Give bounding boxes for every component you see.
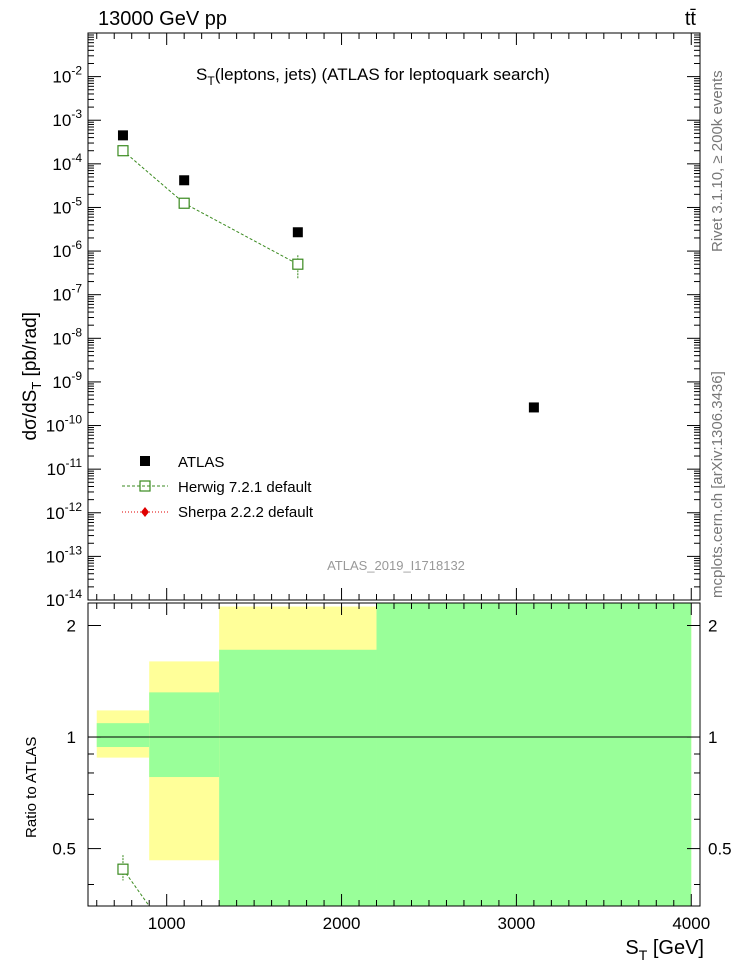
header-left: 13000 GeV pp [98,8,227,30]
ratio-y-tick-label-left: 1 [67,728,76,747]
main-y-tick-label: 10-3 [52,107,82,130]
main-y-tick-label: 10-12 [46,500,83,523]
main-y-tick-label-base: 10 [52,286,71,305]
main-y-tick-label-base: 10 [46,547,65,566]
ratio-y-tick-label-right: 0.5 [708,840,732,859]
x-axis-label-main: S [625,937,638,959]
plot-title-rest: (leptons, jets) (ATLAS for leptoquark se… [215,65,550,84]
x-axis-label-sub: T [639,947,648,963]
main-y-tick-label-base: 10 [46,417,65,436]
main-y-label: dσ/dST [pb/rad] [20,312,44,440]
ratio-y-tick-label-left: 2 [67,616,76,635]
herwig-ratio-point [117,863,129,875]
main-y-tick-label-base: 10 [52,155,71,174]
legend-herwig-marker [139,480,151,492]
ratio-green-band-0 [96,723,150,748]
main-y-tick-label-exp: -9 [71,369,82,383]
x-tick-label: 2000 [323,914,361,933]
main-y-tick-label-base: 10 [52,198,71,217]
main-y-tick-label: 10-5 [52,194,82,217]
legend-sherpa-label: Sherpa 2.2.2 default [178,504,314,521]
main-y-tick-label-base: 10 [52,329,71,348]
herwig-point [178,197,190,209]
main-y-tick-label-base: 10 [52,68,71,87]
main-y-tick-label-base: 10 [52,111,71,130]
main-y-label-pre: dσ/dS [20,390,41,441]
legend-atlas-label: ATLAS [178,454,224,471]
main-y-tick-label-exp: -7 [71,282,82,296]
main-y-tick-label-exp: -11 [66,456,83,470]
main-y-tick-label-exp: -2 [71,64,82,78]
main-y-tick-label-exp: -13 [65,543,83,557]
main-plot: 10-1410-1310-1210-1110-1010-910-810-710-… [46,32,701,610]
ratio-y-tick-label-right: 2 [708,616,717,635]
main-y-tick-label-exp: -6 [71,238,82,252]
ratio-y-label: Ratio to ATLAS [23,737,40,838]
main-y-tick-label: 10-8 [52,325,82,348]
legend-sherpa-marker [141,507,149,517]
legend: ATLAS Herwig 7.2.1 default Sherpa 2.2.2 … [122,454,314,521]
ratio-green-band-3 [376,603,692,906]
main-y-tick-label-base: 10 [52,242,71,261]
x-tick-label: 3000 [497,914,535,933]
ratio-green-band-1 [149,692,220,778]
main-y-tick-label: 10-11 [47,456,83,479]
plot-title-sub: T [207,74,215,88]
main-y-tick-label: 10-2 [52,64,82,87]
atlas-point [117,130,128,141]
mcplots-label: mcplots.cern.ch [arXiv:1306.3436] [709,371,726,598]
main-y-label-sub: T [29,382,44,390]
atlas-point [292,227,303,238]
main-y-tick-label-exp: -4 [71,151,82,165]
main-y-tick-label: 10-7 [52,282,82,305]
atlas-point [528,402,539,413]
x-tick-label: 1000 [148,914,186,933]
main-y-tick-label-exp: -3 [71,107,82,121]
main-y-tick-label-exp: -5 [71,194,82,208]
main-y-tick-label-exp: -12 [65,500,83,514]
rivet-label: Rivet 3.1.10, ≥ 200k events [709,70,726,252]
x-axis-label-post: [GeV] [647,937,704,959]
main-y-tick-label-exp: -10 [65,413,83,427]
ratio-y-tick-label-left: 0.5 [52,840,76,859]
main-y-tick-label: 10-6 [52,238,82,261]
main-y-tick-label-base: 10 [46,591,65,610]
main-y-tick-label-base: 10 [52,373,71,392]
plot-title-main: S [196,65,207,84]
herwig-ratio-line [122,868,150,907]
legend-atlas-marker [140,456,150,466]
header-right: tt̄ [685,8,697,30]
main-y-tick-label-exp: -14 [65,587,83,601]
main-y-tick-label: 10-14 [46,587,83,610]
ratio-bands [96,603,692,906]
legend-herwig-label: Herwig 7.2.1 default [178,479,312,496]
x-tick-label: 4000 [672,914,710,933]
main-y-tick-label: 10-9 [52,369,82,392]
atlas-point [179,175,190,186]
ratio-plot: 0.5 0.5 1 1 2 2 1000 2000 3000 4000 [52,602,732,933]
plot-title: ST(leptons, jets) (ATLAS for leptoquark … [196,65,550,88]
main-y-tick-label-base: 10 [47,460,66,479]
main-y-tick-label: 10-13 [46,543,83,566]
ratio-green-band-2 [219,649,377,906]
ratio-y-tick-label-right: 1 [708,728,717,747]
x-axis-label: ST [GeV] [625,937,704,963]
main-y-tick-label: 10-4 [52,151,82,174]
herwig-line [122,150,299,265]
main-y-label-post: [pb/rad] [20,312,41,382]
herwig-point [292,258,304,270]
main-y-tick-label-exp: -8 [71,325,82,339]
main-y-tick-label-base: 10 [46,504,65,523]
herwig-point [117,145,129,157]
main-y-tick-label: 10-10 [46,413,83,436]
analysis-watermark: ATLAS_2019_I1718132 [327,558,465,573]
